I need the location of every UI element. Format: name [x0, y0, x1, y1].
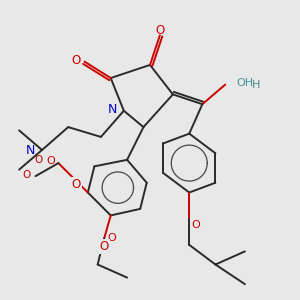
Text: O: O: [107, 233, 116, 243]
Text: O: O: [72, 178, 81, 191]
Text: OH: OH: [237, 78, 254, 88]
Text: N: N: [108, 103, 117, 116]
Text: H: H: [251, 80, 260, 90]
Text: N: N: [26, 143, 35, 157]
Text: O: O: [46, 157, 55, 166]
Text: O: O: [34, 155, 43, 165]
Text: O: O: [72, 53, 81, 67]
Text: O: O: [22, 169, 31, 179]
Text: O: O: [155, 24, 164, 37]
Text: O: O: [100, 240, 109, 253]
Text: O: O: [191, 220, 200, 230]
